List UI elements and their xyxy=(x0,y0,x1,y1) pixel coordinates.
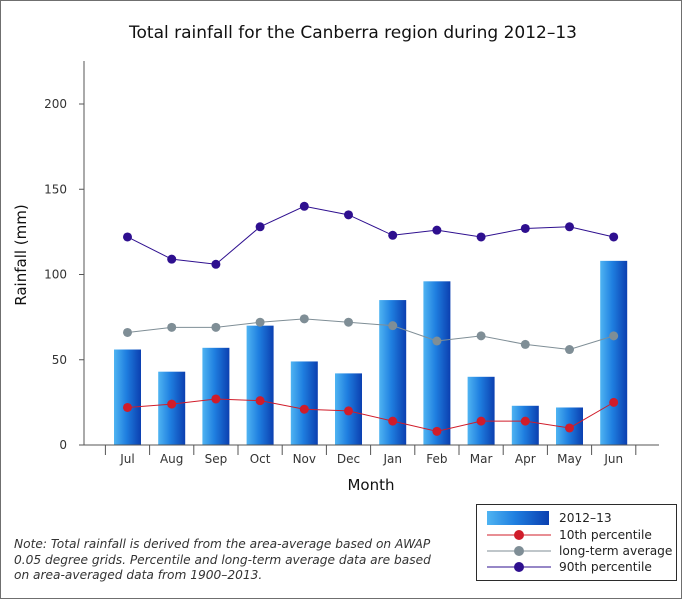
line-90th xyxy=(127,205,614,265)
bar-mar xyxy=(467,376,495,445)
bar-nov xyxy=(290,361,318,445)
line-average xyxy=(127,318,614,351)
point-90th-mar xyxy=(476,232,486,242)
point-90th-may xyxy=(565,222,574,232)
point-10th-sep xyxy=(211,394,221,404)
point-average-sep xyxy=(211,322,221,332)
legend-label-90th: 90th percentile xyxy=(559,560,652,574)
point-90th-jun xyxy=(609,232,619,242)
point-average-aug xyxy=(167,322,177,332)
point-90th-jul xyxy=(123,232,132,242)
point-90th-feb xyxy=(432,225,442,235)
chart-title: Total rainfall for the Canberra region d… xyxy=(128,23,577,43)
point-average-mar xyxy=(476,331,486,341)
legend-item-average: long-term average xyxy=(477,543,676,559)
line-series xyxy=(123,201,619,436)
point-10th-oct xyxy=(255,396,265,406)
legend-swatch-bars xyxy=(487,511,549,525)
bar-series xyxy=(114,260,628,445)
y-tick-label: 50 xyxy=(52,353,67,367)
point-10th-may xyxy=(565,423,574,433)
legend-label-10th: 10th percentile xyxy=(559,528,652,542)
point-average-oct xyxy=(255,317,265,327)
x-tick-label-feb: Feb xyxy=(426,452,447,466)
point-average-feb xyxy=(432,336,442,346)
point-10th-jun xyxy=(609,397,619,407)
legend-item-bars: 2012–13 xyxy=(477,510,676,526)
legend-swatch-10th xyxy=(487,530,551,540)
x-tick-label-jan: Jan xyxy=(382,452,402,466)
point-average-dec xyxy=(344,317,353,327)
point-10th-apr xyxy=(520,416,530,426)
bar-jun xyxy=(600,260,628,445)
point-average-jun xyxy=(609,331,619,341)
legend: 2012–13 10th percentile long-term averag… xyxy=(476,504,677,581)
point-90th-nov xyxy=(299,201,309,211)
point-average-nov xyxy=(299,314,309,324)
x-tick-label-jul: Jul xyxy=(119,452,134,466)
y-axis-label: Rainfall (mm) xyxy=(12,204,30,305)
legend-label-average: long-term average xyxy=(559,544,673,558)
bar-jul xyxy=(114,349,141,445)
point-10th-nov xyxy=(299,404,309,414)
legend-swatch-average xyxy=(487,546,551,556)
bar-oct xyxy=(246,325,274,445)
y-tick-label: 100 xyxy=(44,268,67,282)
x-axis-label: Month xyxy=(347,476,394,494)
x-tick-label-dec: Dec xyxy=(337,452,360,466)
y-tick-label: 200 xyxy=(44,97,67,111)
footnote: Note: Total rainfall is derived from the… xyxy=(14,537,431,582)
point-10th-jul xyxy=(123,402,132,412)
bar-feb xyxy=(423,281,451,445)
line-10th xyxy=(127,398,614,432)
point-90th-jan xyxy=(388,230,398,240)
legend-label-bars: 2012–13 xyxy=(559,511,612,525)
x-tick-label-jun: Jun xyxy=(603,452,623,466)
x-tick-label-mar: Mar xyxy=(470,452,493,466)
point-average-jan xyxy=(388,321,398,331)
y-tick-label: 0 xyxy=(59,438,67,452)
point-90th-aug xyxy=(167,254,177,264)
point-average-may xyxy=(565,345,574,355)
x-tick-label-oct: Oct xyxy=(250,452,271,466)
x-axis: Jul Aug Sep Oct Nov Dec Jan Feb Mar Apr May Jun xyxy=(104,445,637,466)
point-10th-dec xyxy=(344,406,353,416)
point-90th-oct xyxy=(255,222,265,232)
y-axis: 0 50 100 150 200 xyxy=(44,97,84,452)
point-average-jul xyxy=(123,327,132,337)
legend-item-90th: 90th percentile xyxy=(477,559,676,575)
point-10th-feb xyxy=(432,426,442,436)
point-90th-sep xyxy=(211,259,221,269)
y-tick-label: 150 xyxy=(44,182,67,196)
point-average-apr xyxy=(520,339,530,349)
x-tick-label-sep: Sep xyxy=(205,452,228,466)
x-tick-label-aug: Aug xyxy=(160,452,183,466)
point-10th-mar xyxy=(476,416,486,426)
x-tick-label-apr: Apr xyxy=(515,452,536,466)
point-10th-aug xyxy=(167,399,177,409)
legend-item-10th: 10th percentile xyxy=(477,527,676,543)
legend-swatch-90th xyxy=(487,562,551,572)
point-90th-dec xyxy=(344,210,353,220)
point-10th-jan xyxy=(388,416,398,426)
x-tick-label-nov: Nov xyxy=(293,452,316,466)
point-90th-apr xyxy=(520,223,530,233)
x-tick-label-may: May xyxy=(557,452,582,466)
